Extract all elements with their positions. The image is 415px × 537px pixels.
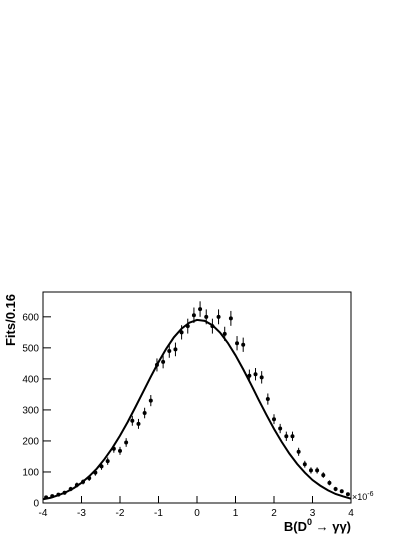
data-point xyxy=(222,331,227,336)
data-point xyxy=(44,495,49,500)
data-point xyxy=(259,375,264,380)
y-tick-label: 300 xyxy=(22,405,39,416)
y-tick-label: 600 xyxy=(22,312,39,323)
y-tick-label: 100 xyxy=(22,467,39,478)
x-tick-label: -1 xyxy=(154,508,163,519)
data-point xyxy=(161,359,166,364)
y-tick-label: 400 xyxy=(22,374,39,385)
data-point xyxy=(210,324,215,329)
data-point xyxy=(81,479,86,484)
x-tick-label: 1 xyxy=(233,508,239,519)
data-point xyxy=(93,470,98,475)
data-point xyxy=(345,492,350,497)
x-tick-label: 0 xyxy=(194,508,200,519)
x-tick-label: 2 xyxy=(271,508,277,519)
data-point xyxy=(204,314,209,319)
fit-curve xyxy=(42,318,352,501)
x-tick-label: 4 xyxy=(348,508,354,519)
data-point xyxy=(241,342,246,347)
data-point xyxy=(56,492,61,497)
data-point xyxy=(124,440,129,445)
data-point xyxy=(111,446,116,451)
y-tick-label: 500 xyxy=(22,343,39,354)
x-tick-label: -3 xyxy=(77,508,86,519)
data-point xyxy=(265,397,270,402)
x-label-superscript: 0 xyxy=(307,517,312,527)
data-point xyxy=(327,480,332,485)
data-point xyxy=(173,347,178,352)
data-point xyxy=(62,490,67,495)
x-tick-label: -2 xyxy=(116,508,125,519)
data-point xyxy=(130,418,135,423)
data-point xyxy=(302,462,307,467)
data-point xyxy=(284,434,289,439)
data-point xyxy=(290,434,295,439)
x-multiplier-exponent: -6 xyxy=(367,491,373,498)
x-label-text: B(D xyxy=(284,519,307,534)
data-point xyxy=(148,398,153,403)
x-tick-label: 3 xyxy=(310,508,316,519)
data-point xyxy=(228,316,233,321)
data-point xyxy=(185,324,190,329)
data-point xyxy=(308,468,313,473)
y-axis-label: Fits/0.16 xyxy=(3,294,18,346)
data-point xyxy=(235,341,240,346)
data-point xyxy=(68,487,73,492)
data-point xyxy=(167,348,172,353)
data-point xyxy=(247,373,252,378)
x-multiplier-base: ×10 xyxy=(352,492,367,502)
data-point xyxy=(74,483,79,488)
data-point xyxy=(272,417,276,422)
x-multiplier: ×10-6 xyxy=(352,491,374,502)
data-point xyxy=(99,464,104,469)
x-axis-label: B(D0 → γγ) xyxy=(284,517,351,534)
data-point xyxy=(191,313,196,318)
data-point xyxy=(315,468,320,473)
x-tick-label: -4 xyxy=(39,508,48,519)
data-point xyxy=(278,426,283,431)
y-tick-label: 0 xyxy=(33,499,39,510)
data-point xyxy=(118,448,122,453)
data-point xyxy=(321,473,326,478)
data-point xyxy=(253,372,258,377)
x-label-tail: → γγ) xyxy=(312,519,351,534)
data-point xyxy=(87,476,92,481)
data-point xyxy=(339,489,344,494)
data-point xyxy=(105,459,110,464)
data-point xyxy=(154,362,159,367)
data-point xyxy=(136,421,141,426)
data-point xyxy=(142,411,147,416)
data-point xyxy=(179,330,184,335)
data-point xyxy=(198,307,203,312)
data-point xyxy=(216,314,221,319)
data-point xyxy=(296,449,301,454)
y-tick-label: 200 xyxy=(22,436,39,447)
data-point xyxy=(50,494,55,499)
data-point xyxy=(333,487,338,492)
